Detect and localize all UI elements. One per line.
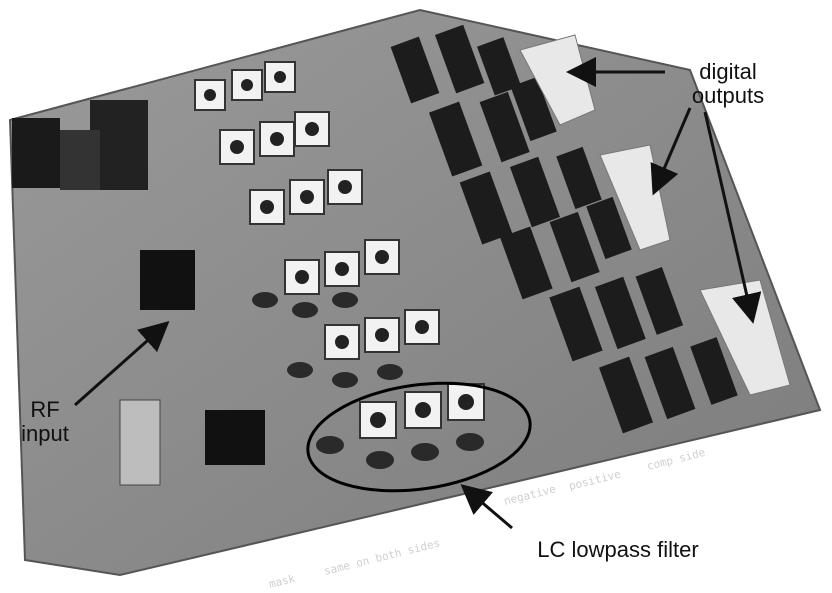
left-connector bbox=[12, 100, 148, 190]
rf-input-line1: RF bbox=[30, 397, 60, 422]
rf-connector bbox=[119, 399, 161, 486]
annotation-arrows bbox=[74, 57, 762, 530]
arrow-digital-2 bbox=[650, 107, 692, 196]
silkscreen-positive: positive bbox=[568, 467, 623, 492]
rf-input-line2: input bbox=[21, 421, 69, 446]
lc-lowpass-filter-label: LC lowpass filter bbox=[537, 537, 699, 562]
digital-outputs-label: digital outputs bbox=[668, 60, 788, 108]
digital-outputs-line1: digital bbox=[699, 59, 757, 84]
arrow-lc bbox=[460, 484, 513, 530]
ic-chips bbox=[390, 24, 738, 434]
heatsinks bbox=[140, 250, 265, 465]
arrow-rf bbox=[74, 321, 170, 407]
inductors bbox=[252, 292, 484, 469]
lc-filter-outline bbox=[306, 381, 532, 493]
silkscreen-same-both-sides: same on both sides bbox=[323, 536, 442, 577]
silkscreen-negative: negative bbox=[503, 482, 558, 507]
digital-outputs-line2: outputs bbox=[691, 83, 765, 108]
silkscreen-mask: mask bbox=[268, 572, 297, 591]
arrow-digital-3 bbox=[703, 111, 762, 324]
rf-input-label: RF input bbox=[10, 398, 80, 446]
